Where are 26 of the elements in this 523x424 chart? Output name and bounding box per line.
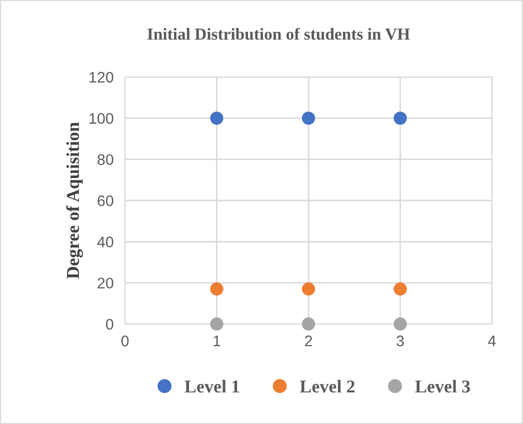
legend-label: Level 1	[184, 380, 240, 393]
point	[210, 112, 224, 125]
y-tick-label: 40	[97, 236, 114, 248]
point	[210, 317, 224, 331]
legend-label: Level 3	[415, 380, 470, 393]
x-tick-label: 0	[121, 336, 129, 346]
y-tick-label: 80	[98, 154, 114, 166]
y-tick-label: 0	[106, 318, 114, 330]
point	[302, 282, 316, 296]
chart-title: Initial Distribution of students in VH	[147, 28, 410, 40]
y-tick-label: 60	[98, 195, 114, 206]
point	[394, 282, 407, 296]
x-tick-label: 1	[214, 336, 220, 346]
point	[210, 282, 224, 296]
x-tick-label: 2	[305, 336, 312, 346]
y-tick-label: 100	[90, 113, 114, 124]
x-tick-label: 3	[396, 336, 404, 346]
y-axis-title: Degree of Aquisition	[66, 122, 83, 279]
x-tick-label: 4	[488, 336, 496, 346]
y-tick-label: 20	[98, 278, 114, 289]
point	[302, 112, 316, 125]
legend-label: Level 2	[300, 380, 355, 393]
y-tick-label: 120	[90, 72, 114, 83]
point	[394, 317, 407, 331]
point	[302, 317, 316, 331]
point	[394, 112, 407, 125]
